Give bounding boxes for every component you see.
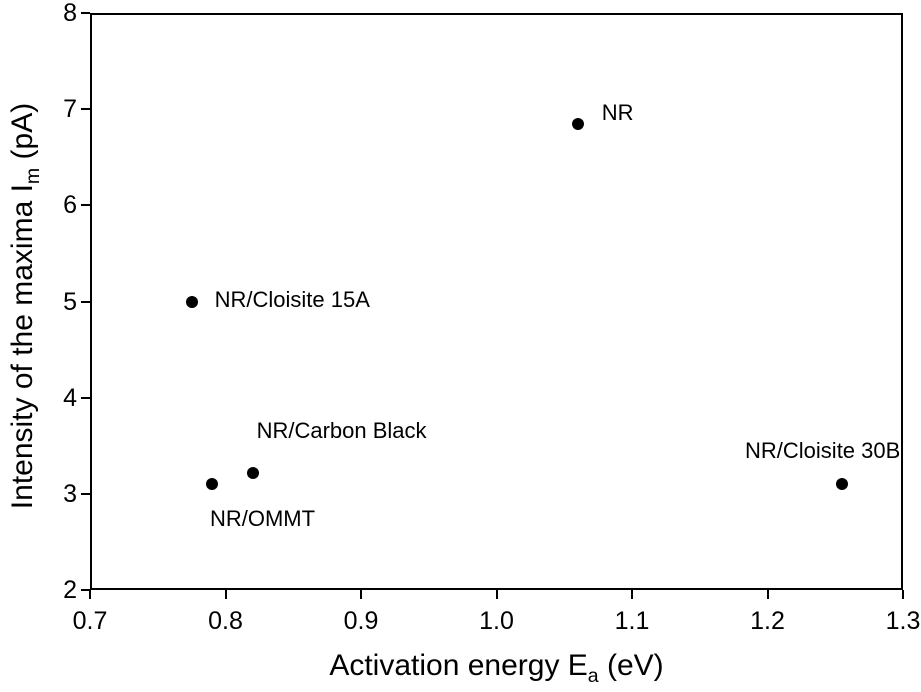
x-axis-tick-label: 1.2 [750,607,785,635]
data-point [205,478,218,491]
y-axis-tick [81,300,90,303]
x-axis-tick-label: 1.1 [614,607,650,635]
x-axis-tick [902,590,904,599]
y-axis-tick-label: 8 [63,0,77,27]
x-axis-tick [89,590,91,599]
x-axis-tick [766,590,769,599]
y-axis-tick-label: 7 [63,95,77,124]
y-axis-tick-label: 5 [63,287,77,316]
data-point-label: NR/Cloisite 15A [214,286,370,312]
y-axis-tick [81,492,90,495]
x-axis-tick-label: 1.3 [885,607,921,635]
data-point-label: NR/OMMT [209,506,316,532]
x-axis-label: Activation energy Ea (eV) [90,649,903,692]
y-axis-tick-label: 6 [63,191,77,220]
y-axis-tick [81,12,90,14]
data-point-label: NR/Carbon Black [256,417,427,443]
x-axis-tick-label: 0.7 [72,607,108,635]
x-axis-tick-label: 0.8 [208,607,243,635]
x-axis-label-units: (eV) [598,649,664,682]
x-axis-label-text: Activation energy E [329,649,588,682]
y-axis-tick-label: 3 [63,479,77,508]
plot-area-frame [90,13,903,590]
data-point-label: NR [601,99,634,125]
y-axis-tick [81,589,90,591]
data-point [185,295,198,308]
x-axis-label-subscript: a [587,664,599,687]
x-axis-tick [631,590,633,599]
data-point [571,117,584,130]
y-axis-tick-label: 2 [63,576,77,604]
x-axis-tick [360,590,362,599]
y-axis-label-text: Intensity of the maxima I [6,184,39,510]
y-axis-label-subscript: m [21,167,44,185]
x-axis-tick [224,590,227,599]
y-axis-tick-label: 4 [63,383,77,412]
data-point-label: NR/Cloisite 30B [745,438,901,464]
y-axis-tick [81,396,90,399]
y-axis-tick [81,204,90,207]
data-point [246,466,259,479]
y-axis-tick [81,108,90,111]
x-axis-tick-label: 1.0 [479,607,514,635]
x-axis-tick [495,590,498,599]
x-axis-tick-label: 0.9 [343,607,379,635]
data-point [836,478,849,491]
